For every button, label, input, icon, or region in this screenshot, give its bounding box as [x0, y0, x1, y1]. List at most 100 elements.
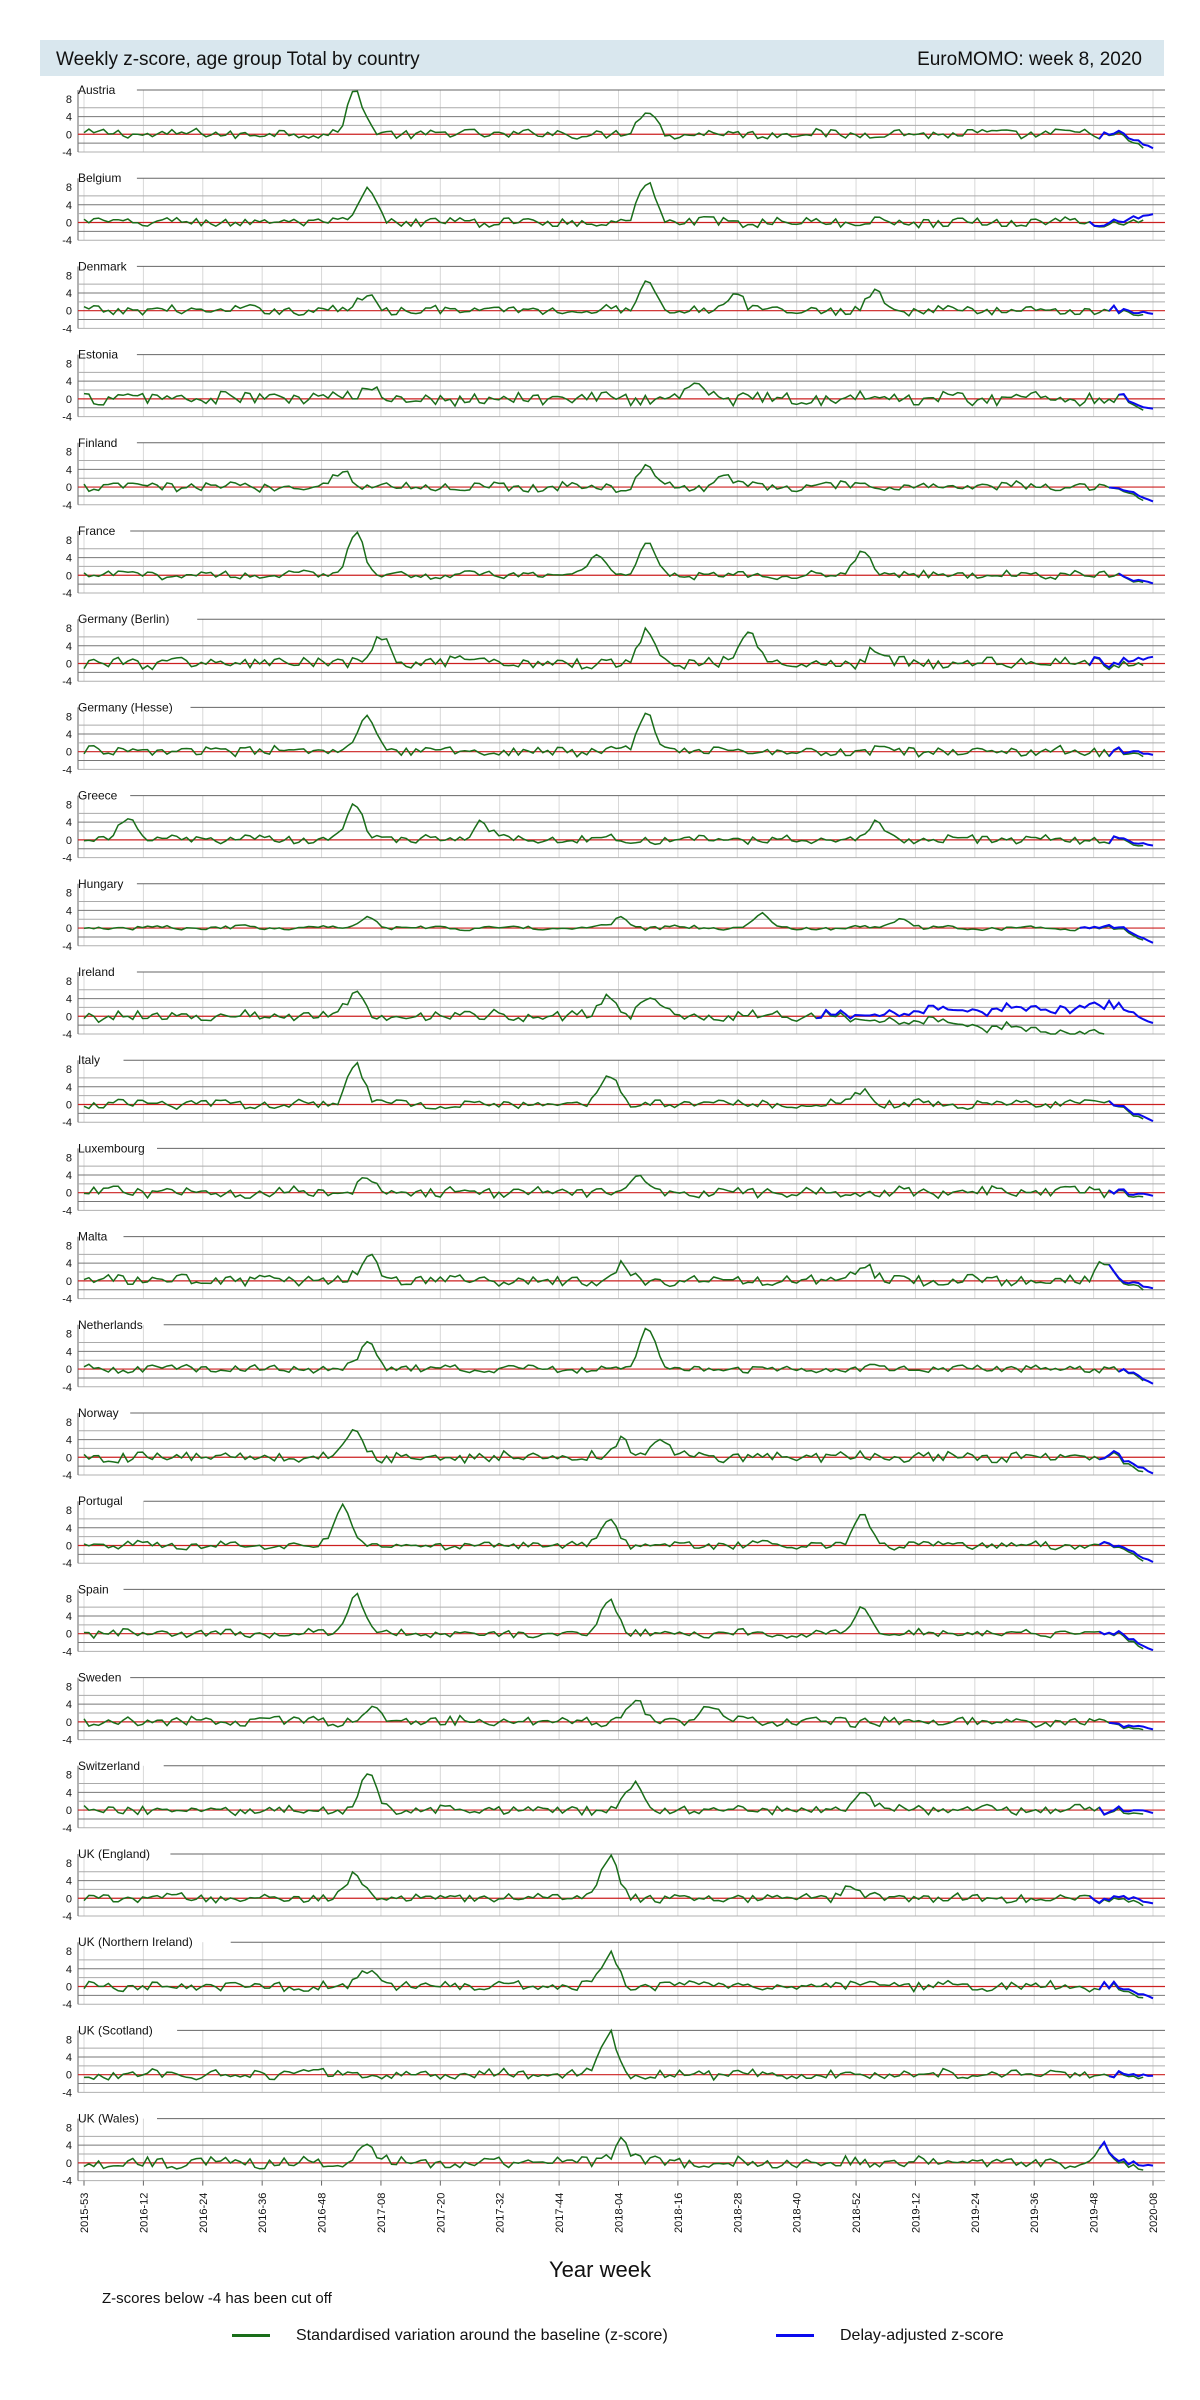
y-tick-label: 0: [66, 1452, 72, 1464]
y-tick-label: 0: [66, 306, 72, 318]
delay-adjusted-line: [1108, 835, 1154, 847]
y-tick-label: 8: [66, 358, 72, 370]
panel-country-label: Finland: [78, 436, 117, 450]
zscore-line: [83, 1061, 1144, 1120]
x-tick-label: 2016-12: [138, 2193, 150, 2233]
x-tick-label: 2019-36: [1029, 2193, 1041, 2233]
x-tick-label: 2018-04: [614, 2193, 626, 2233]
legend-delay-adjusted: Delay-adjusted z-score: [776, 2327, 1004, 2345]
x-tick-label: 2018-16: [673, 2193, 685, 2233]
zscore-line: [83, 1853, 1144, 1907]
y-tick-label: -4: [62, 1117, 72, 1129]
delay-adjusted-line: [1118, 393, 1154, 410]
x-tick-label: 2019-48: [1089, 2193, 1101, 2233]
delay-adjusted-line: [1088, 213, 1154, 228]
delay-adjusted-line: [1108, 303, 1154, 315]
delay-adjusted-line: [1108, 2069, 1154, 2079]
zscore-line: [83, 382, 1144, 411]
y-tick-label: 8: [66, 270, 72, 282]
y-tick-label: -4: [62, 1911, 72, 1923]
zscore-line: [83, 530, 1144, 584]
delay-adjusted-line: [1098, 1805, 1154, 1816]
zscore-line: [83, 2028, 1144, 2082]
panel-country-label: Spain: [78, 1582, 109, 1596]
y-tick-label: -4: [62, 2176, 72, 2188]
y-tick-label: 0: [66, 1099, 72, 1111]
y-tick-label: -4: [62, 412, 72, 424]
y-tick-label: 0: [66, 129, 72, 141]
y-tick-label: 4: [66, 288, 72, 300]
y-tick-label: -4: [62, 1558, 72, 1570]
delay-adjusted-line: [1118, 1367, 1154, 1385]
y-tick-label: 4: [66, 1082, 72, 1094]
panel-country-label: UK (Scotland): [78, 2023, 153, 2037]
zscore-line: [83, 90, 1144, 149]
panel-country-label: Austria: [78, 83, 116, 97]
zscore-line: [83, 802, 1144, 847]
delay-adjusted-line: [816, 998, 1154, 1024]
y-tick-label: 8: [66, 711, 72, 723]
zscore-line: [83, 463, 1144, 502]
delay-adjusted-line: [1099, 1449, 1154, 1475]
y-tick-label: 4: [66, 1346, 72, 1358]
y-tick-label: 8: [66, 1770, 72, 1782]
y-tick-label: 0: [66, 2158, 72, 2170]
y-tick-label: 0: [66, 1805, 72, 1817]
panel-country-label: Ireland: [78, 965, 115, 979]
x-tick-label: 2018-28: [732, 2193, 744, 2233]
y-tick-label: 8: [66, 976, 72, 988]
y-tick-label: 0: [66, 1276, 72, 1288]
y-tick-label: 0: [66, 923, 72, 935]
x-tick-label: 2016-48: [317, 2193, 329, 2233]
y-tick-label: 0: [66, 570, 72, 582]
legend-delay-adjusted-label: Delay-adjusted z-score: [840, 2327, 1004, 2344]
y-tick-label: 8: [66, 1240, 72, 1252]
y-tick-label: -4: [62, 1470, 72, 1482]
y-tick-label: 0: [66, 835, 72, 847]
panel-country-label: UK (Northern Ireland): [78, 1935, 193, 1949]
x-tick-label: 2018-40: [792, 2193, 804, 2233]
y-tick-label: 4: [66, 905, 72, 917]
y-tick-label: -4: [62, 1382, 72, 1394]
y-tick-label: -4: [62, 1029, 72, 1041]
y-tick-label: 0: [66, 482, 72, 494]
zscore-line: [83, 1428, 1144, 1473]
panel-country-label: Germany (Berlin): [78, 612, 169, 626]
legend-zscore: Standardised variation around the baseli…: [232, 2327, 668, 2345]
y-tick-label: 8: [66, 799, 72, 811]
y-tick-label: 8: [66, 535, 72, 547]
y-tick-label: -4: [62, 1999, 72, 2011]
y-tick-label: -4: [62, 764, 72, 776]
y-tick-label: 0: [66, 1893, 72, 1905]
y-tick-label: -4: [62, 2087, 72, 2099]
zscore-line: [83, 1327, 1144, 1382]
delay-adjusted-line: [1108, 1100, 1154, 1123]
y-tick-label: -4: [62, 323, 72, 335]
zscore-line: [83, 1174, 1144, 1200]
y-tick-label: 8: [66, 623, 72, 635]
panel-country-label: Switzerland: [78, 1759, 140, 1773]
panel-country-label: Netherlands: [78, 1318, 143, 1332]
zscore-line: [83, 2136, 1144, 2171]
y-tick-label: 0: [66, 1540, 72, 1552]
zscore-line: [83, 1253, 1144, 1291]
zscore-line: [83, 1502, 1144, 1562]
delay-adjusted-line: [1108, 746, 1154, 757]
y-tick-label: 4: [66, 817, 72, 829]
y-tick-label: 4: [66, 1258, 72, 1270]
y-tick-label: 4: [66, 1876, 72, 1888]
y-tick-label: 0: [66, 1717, 72, 1729]
y-tick-label: 8: [66, 1681, 72, 1693]
y-tick-label: 8: [66, 1505, 72, 1517]
zscore-line: [83, 990, 1105, 1035]
x-tick-label: 2017-08: [376, 2193, 388, 2233]
panel-country-label: Belgium: [78, 171, 121, 185]
y-tick-label: 8: [66, 1858, 72, 1870]
y-tick-label: 8: [66, 1946, 72, 1958]
y-tick-label: 4: [66, 1611, 72, 1623]
y-tick-label: 0: [66, 1981, 72, 1993]
y-tick-label: -4: [62, 235, 72, 247]
y-tick-label: -4: [62, 1646, 72, 1658]
panel-country-label: Luxembourg: [78, 1141, 145, 1155]
panel-country-label: Sweden: [78, 1671, 121, 1685]
